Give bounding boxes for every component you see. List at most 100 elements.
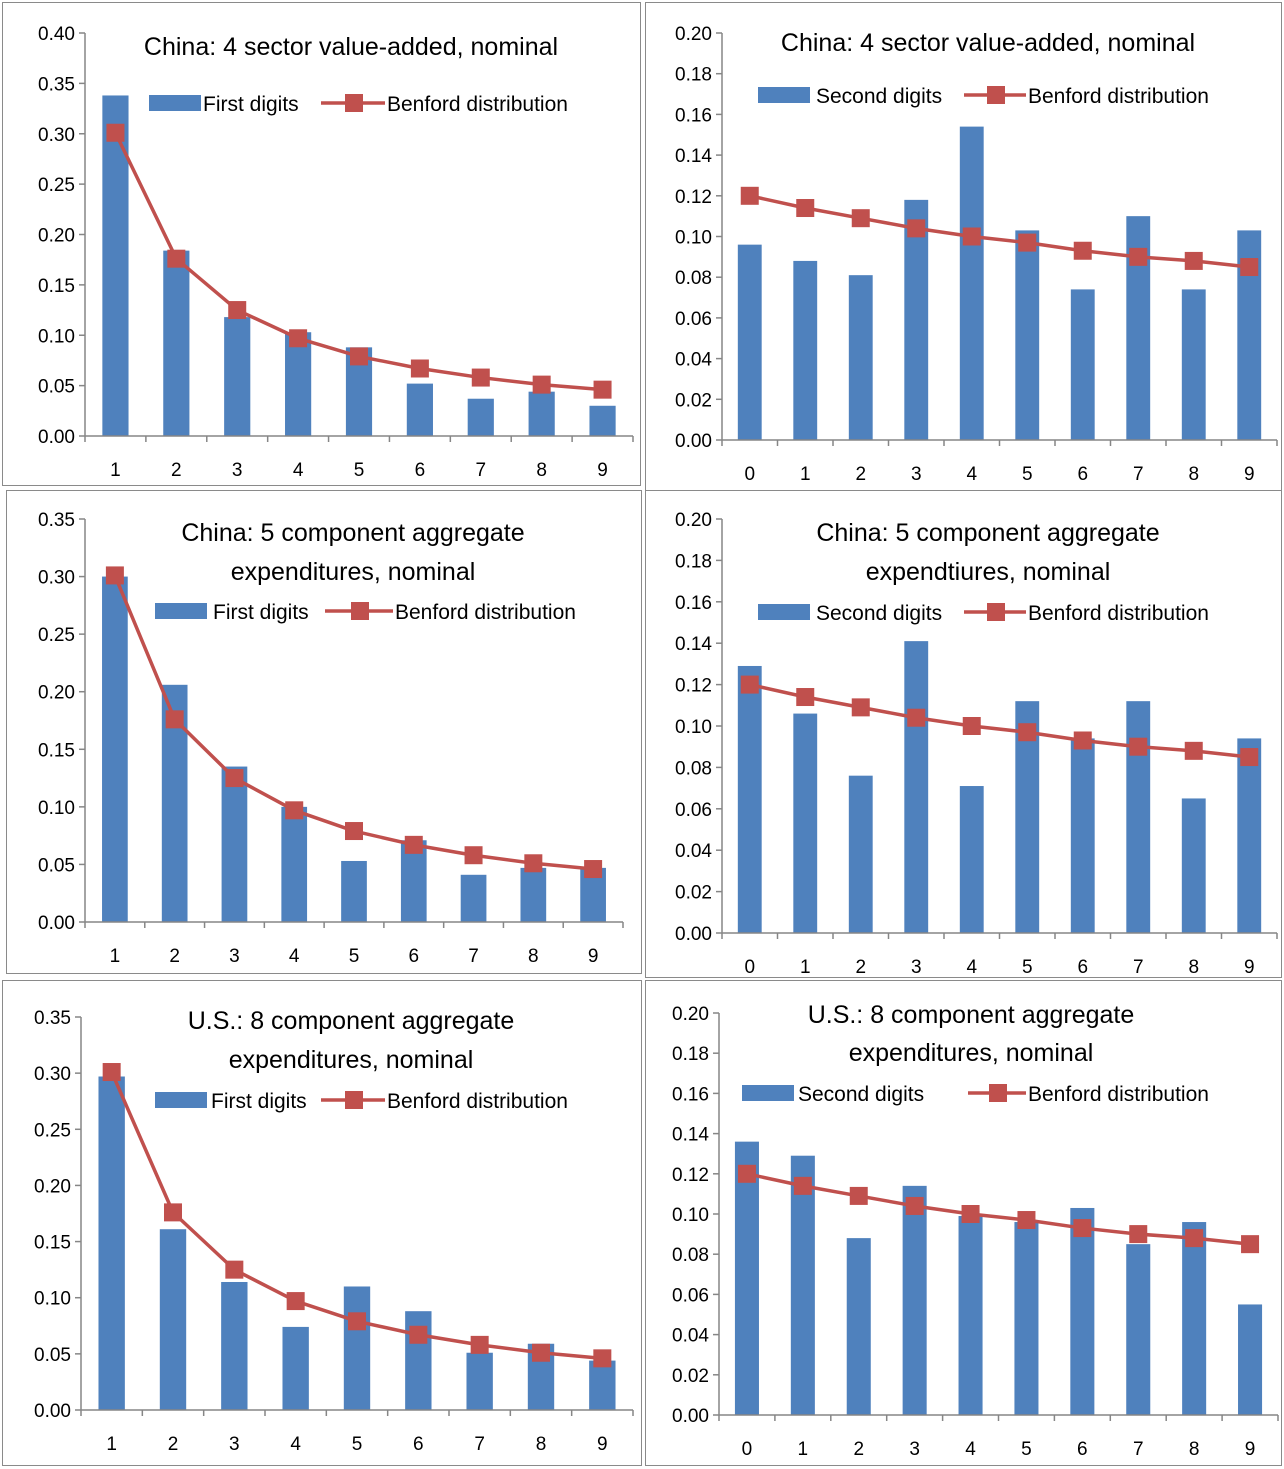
benford-marker-9 [1240,258,1259,277]
benford-marker-7 [464,846,483,865]
x-tick-label: 2 [855,957,866,976]
y-tick-label: 0.20 [38,226,75,247]
y-tick-label: 0.18 [675,551,712,572]
x-tick-label: 3 [911,957,922,976]
legend-bar-swatch [155,1092,207,1108]
chart-title: expenditures, nominal [849,1039,1094,1067]
x-tick-label: 6 [413,1434,424,1455]
bar-6 [1070,289,1095,440]
y-tick-label: 0.12 [672,1165,709,1186]
bar-5 [1015,230,1040,440]
x-tick-label: 7 [1133,1439,1144,1460]
benford-marker-1 [793,1176,812,1195]
x-tick-label: 2 [168,1434,179,1455]
chart-svg-2: 0.00 0.02 0.04 0.06 0.08 0.10 0.12 0.14 0.16 0.18… [675,24,1278,485]
legend-bar-swatch [758,604,810,620]
y-tick-label: 0.30 [34,1064,71,1085]
x-tick-label: 1 [798,1439,809,1460]
benford-marker-3 [228,301,247,320]
bar-8 [520,867,547,922]
y-tick-label: 0.10 [34,1289,71,1310]
x-tick-label: 0 [742,1439,753,1460]
y-tick-label: 0.15 [38,276,75,297]
benford-marker-5 [350,347,368,366]
benford-marker-8 [1184,251,1203,270]
legend-label-bars: First digits [213,601,309,624]
x-tick-label: 7 [475,460,486,481]
y-tick-label: 0.20 [675,510,712,531]
chart-panel-6: 0.00 0.02 0.04 0.06 0.08 0.10 0.12 0.14 0.16 0.18… [645,980,1282,1466]
benford-marker-4 [962,717,981,735]
legend-bar-swatch [155,603,207,619]
benford-marker-3 [905,1196,924,1215]
x-tick-label: 6 [408,946,419,967]
x-tick-label: 0 [744,957,755,976]
bar-7 [467,398,494,436]
x-tick-label: 5 [354,460,365,481]
y-tick-label: 0.02 [672,1366,709,1387]
bar-4 [958,1216,983,1415]
benford-marker-5 [348,1312,366,1331]
y-tick-label: 0.02 [675,883,712,904]
y-tick-label: 0.10 [672,1205,709,1226]
x-tick-label: 6 [1077,957,1088,976]
y-tick-label: 0.10 [38,798,75,819]
y-tick-label: 0.04 [675,841,712,862]
x-tick-label: 7 [1133,957,1144,976]
chart-svg-3: 0.00 0.05 0.10 0.15 0.20 0.25 0.30 0.35 1 2 3 4 5 6 7 8… [38,510,624,967]
benford-line [749,682,1250,759]
legend-bar-swatch [742,1085,794,1101]
x-tick-label: 9 [597,460,608,481]
chart-panel-3: 0.00 0.05 0.10 0.15 0.20 0.25 0.30 0.35 1 2 3 4 5 6 7 8… [6,490,642,974]
benford-marker-8 [532,1343,550,1362]
y-tick-label: 0.30 [38,125,75,146]
legend-label-benford: Benford distribution [1028,1083,1209,1106]
benford-marker-1 [796,688,815,707]
benford-marker-6 [409,1325,428,1344]
chart-title: China: 4 sector value-added, nominal [144,33,558,61]
legend-label-bars: Second digits [816,85,942,108]
legend-line-marker [345,1091,363,1109]
y-tick-label: 0.00 [675,431,712,452]
bar-7 [1126,216,1151,440]
bar-4 [959,786,984,933]
y-tick-label: 0.35 [34,1008,71,1029]
legend-label-bars: Second digits [798,1083,924,1106]
benford-marker-3 [225,1260,244,1279]
benford-marker-4 [962,227,981,246]
benford-marker-2 [849,1186,868,1205]
bar-9 [589,405,616,436]
chart-title: U.S.: 8 component aggregate [808,1001,1135,1029]
y-tick-label: 0.20 [672,1004,709,1025]
y-tick-label: 0.06 [672,1285,709,1306]
bar-5 [1015,701,1040,933]
chart-title: China: 5 component aggregate [816,519,1159,547]
bar-2 [848,775,873,933]
legend-line-marker [989,1084,1007,1102]
bar-0 [734,1141,759,1415]
bar-6 [1070,1207,1095,1415]
legend-line-marker [345,94,363,112]
x-tick-label: 1 [800,464,811,485]
y-tick-label: 0.20 [38,683,75,704]
bar-9 [1237,230,1262,440]
benford-marker-2 [165,710,184,729]
benford-marker-3 [907,708,926,727]
chart-panel-2: 0.00 0.02 0.04 0.06 0.08 0.10 0.12 0.14 0.16 0.18… [645,2,1282,492]
legend-label-benford: Benford distribution [387,93,568,116]
y-tick-label: 0.08 [675,268,712,289]
bar-0 [737,665,762,933]
bar-9 [1238,1304,1263,1415]
x-tick-label: 5 [1022,464,1033,485]
benford-marker-4 [285,801,304,820]
y-tick-label: 0.00 [38,427,75,448]
y-tick-label: 0.00 [675,924,712,945]
y-tick-label: 0.18 [672,1044,709,1065]
benford-marker-9 [1241,1235,1260,1254]
x-tick-label: 7 [474,1434,485,1455]
benford-marker-8 [1184,741,1203,760]
y-tick-label: 0.18 [675,65,712,86]
x-tick-label: 3 [229,1434,240,1455]
chart-panel-5: 0.00 0.05 0.10 0.15 0.20 0.25 0.30 0.35 1 2 3 4 5 6 7 8… [2,980,642,1466]
bar-1 [102,95,129,436]
